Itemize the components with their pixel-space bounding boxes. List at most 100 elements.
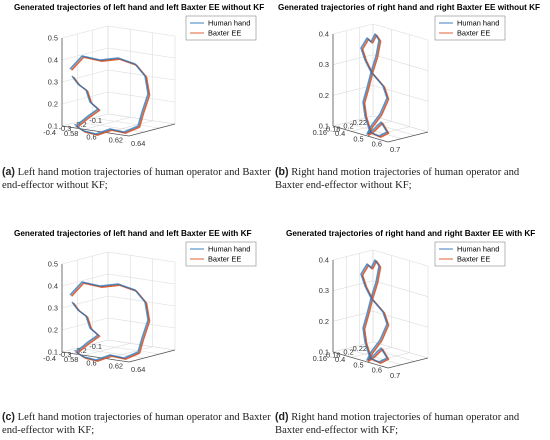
axis-y-line: [332, 351, 389, 369]
y-tick-label-3: 0.64: [131, 365, 145, 374]
grid-line-z-1: [61, 317, 176, 331]
chart-title-c: Generated trajectories of left hand and …: [14, 229, 252, 238]
chart-title-b: Generated trajectories of right hand and…: [278, 3, 541, 12]
caption-label-d: (d): [275, 411, 289, 423]
grid-line-z-2: [332, 280, 429, 297]
z-tick-label-1: 0.2: [48, 100, 58, 109]
caption-text-c: Left hand motion trajectories of human o…: [2, 412, 271, 436]
floor-grid-x-1: [92, 117, 160, 129]
floor-grid-x-0: [372, 341, 429, 359]
y-tick-label-1: 0.5: [353, 360, 363, 369]
z-tick-label-4: 0.5: [48, 34, 58, 43]
series-human-hand-line: [360, 33, 388, 137]
y-tick-label-1: 0.6: [86, 358, 96, 367]
axis-y-line: [332, 125, 389, 143]
x-tick-label-3: -0.1: [89, 342, 102, 351]
x-tick-label-0: 0.16: [313, 128, 327, 137]
caption-a: (a) Left hand motion trajectories of hum…: [2, 166, 272, 192]
x-tick-label-2: 0.2: [343, 121, 353, 130]
y-tick-label-0: 0.58: [64, 355, 78, 364]
series-overlap-shadow: [70, 56, 150, 135]
legend-label-human-hand: Human hand: [208, 245, 250, 254]
z-tick-label-1: 0.2: [48, 326, 58, 335]
series-overlap-shadow: [361, 260, 389, 363]
y-tick-label-1: 0.5: [353, 134, 363, 143]
legend-label-human-hand: Human hand: [208, 19, 250, 28]
x-tick-label-1: 0.18: [326, 351, 340, 360]
y-tick-label-0: 0.4: [335, 129, 345, 138]
legend-box: [185, 241, 257, 267]
x-tick-label-1: 0.18: [326, 125, 340, 134]
y-tick-label-2: 0.6: [372, 366, 382, 375]
series-overlap-shadow: [70, 282, 150, 361]
plot-a: 0.10.20.30.40.5-0.4 -0.3 -0.2 -0.10.58 0.6 0.…: [43, 15, 257, 148]
caption-text-b: Right hand motion trajectories of human …: [275, 167, 520, 191]
legend-label-baxter-ee: Baxter EE: [457, 255, 490, 264]
legend-label-human-hand: Human hand: [457, 245, 499, 254]
z-tick-label-1: 0.2: [319, 91, 329, 100]
axis-x-line: [387, 357, 429, 369]
caption-text-d: Right hand motion trajectories of human …: [275, 412, 520, 436]
z-tick-label-2: 0.3: [319, 60, 329, 69]
grid-line-z-4: [61, 25, 176, 39]
y-tick-label-0: 0.58: [64, 129, 78, 138]
axis-x-line: [128, 349, 176, 363]
grid-line-z-2: [61, 69, 176, 83]
z-tick-label-3: 0.4: [48, 282, 58, 291]
z-tick-label-0: 0.1: [48, 348, 58, 357]
x-tick-label-0: 0.16: [313, 354, 327, 363]
chart-title-d: Generated trajectories of right hand and…: [286, 229, 536, 238]
series-baxter-ee-line: [361, 260, 390, 364]
x-tick-label-3: -0.1: [89, 116, 102, 125]
x-tick-label-3: 0.22: [353, 344, 367, 353]
series-human-hand-line: [360, 259, 388, 363]
legend-label-human-hand: Human hand: [457, 19, 499, 28]
plot-b: 0.10.20.30.40.160.18 0.20.220.40.50.60.7H…: [313, 15, 506, 154]
z-tick-label-3: 0.4: [319, 30, 329, 39]
z-tick-label-0: 0.1: [48, 122, 58, 131]
y-tick-label-1: 0.6: [86, 132, 96, 141]
y-tick-label-2: 0.62: [109, 362, 123, 371]
axis-x-line: [387, 131, 429, 143]
caption-d: (d) Right hand motion trajectories of hu…: [275, 411, 545, 437]
caption-c: (c) Left hand motion trajectories of hum…: [2, 411, 272, 437]
series-baxter-ee-line: [361, 34, 390, 138]
grid-line-z-1: [61, 91, 176, 105]
axis-x-line: [128, 123, 176, 137]
legend-label-baxter-ee: Baxter EE: [457, 29, 490, 38]
z-tick-label-3: 0.4: [48, 56, 58, 65]
z-tick-label-0: 0.1: [319, 348, 329, 357]
z-tick-label-0: 0.1: [319, 122, 329, 131]
legend-box: [434, 15, 506, 41]
caption-text-a: Left hand motion trajectories of human o…: [2, 167, 271, 191]
x-tick-label-1: -0.3: [59, 350, 72, 359]
y-tick-label-3: 0.64: [131, 139, 145, 148]
axis-y-line: [61, 351, 130, 363]
grid-line-z-1: [332, 85, 429, 102]
x-tick-label-2: 0.2: [343, 347, 353, 356]
z-tick-label-2: 0.3: [319, 286, 329, 295]
y-tick-label-2: 0.62: [109, 136, 123, 145]
grid-line-z-1: [332, 311, 429, 328]
x-tick-label-3: 0.22: [353, 118, 367, 127]
caption-label-c: (c): [2, 411, 15, 423]
z-tick-label-1: 0.2: [319, 317, 329, 326]
z-tick-label-3: 0.4: [319, 256, 329, 265]
caption-label-b: (b): [275, 166, 289, 178]
floor-grid-x-0: [372, 115, 429, 133]
plot-d: 0.10.20.30.40.160.18 0.20.220.40.50.60.7H…: [313, 241, 506, 380]
grid-line-z-2: [61, 295, 176, 309]
y-tick-label-3: 0.7: [390, 371, 400, 380]
legend-box: [185, 15, 257, 41]
x-tick-label-1: -0.3: [59, 124, 72, 133]
series-overlap-shadow: [361, 34, 389, 137]
z-tick-label-2: 0.3: [48, 304, 58, 313]
legend-box: [434, 241, 506, 267]
axis-y-line: [61, 125, 130, 137]
legend-label-baxter-ee: Baxter EE: [208, 255, 241, 264]
x-tick-label-0: -0.4: [43, 128, 56, 137]
grid-line-z-3: [332, 23, 429, 41]
x-tick-label-0: -0.4: [43, 354, 56, 363]
plot-c: 0.10.20.30.40.5-0.4 -0.3 -0.2 -0.10.58 0.6 0.…: [43, 241, 257, 374]
y-tick-label-0: 0.4: [335, 355, 345, 364]
